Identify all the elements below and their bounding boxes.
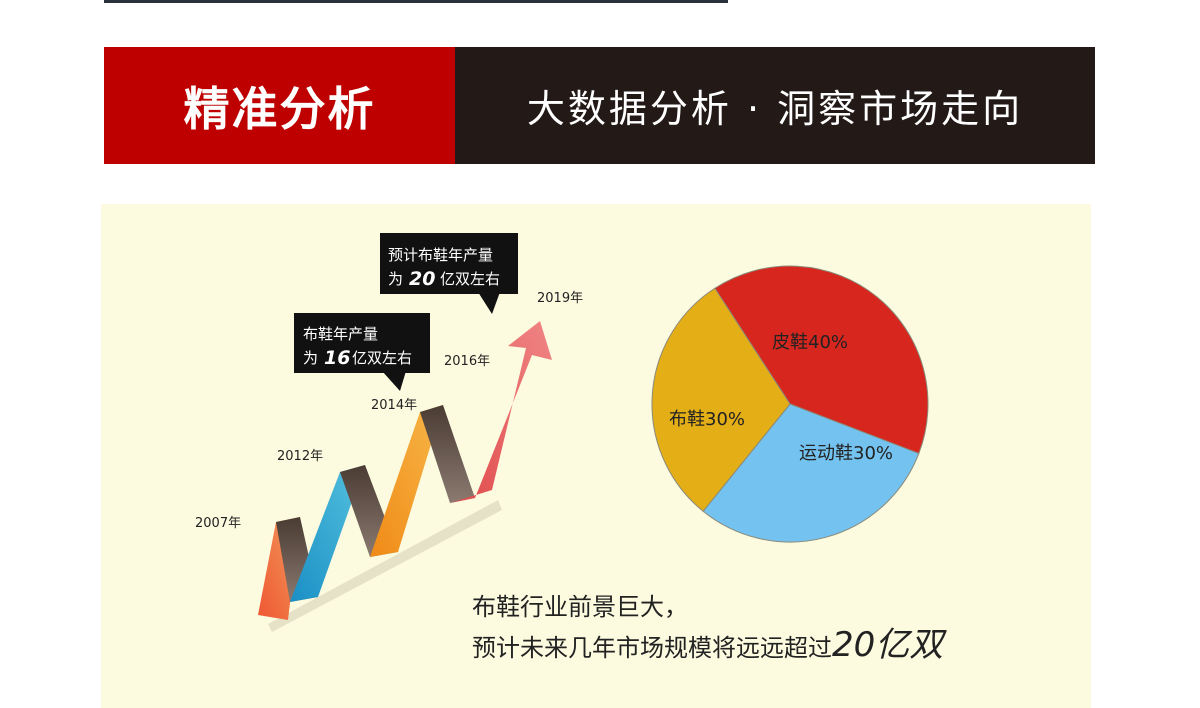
callout-2019-prefix: 为 [388, 270, 403, 288]
caption-line-2-text: 预计未来几年市场规模将远远超过 [472, 634, 832, 662]
callout-2019-pointer [478, 292, 500, 314]
pie-slice-leather-shoes [714, 265, 929, 455]
callout-2016: 布鞋年产量 为 16 亿双左右 [294, 313, 430, 391]
section-banner: 精准分析 大数据分析 · 洞察市场走向 [104, 47, 1095, 164]
caption-line-2: 预计未来几年市场规模将远远超过20亿双 [472, 626, 943, 667]
ribbon-shadow [268, 500, 502, 632]
pie-slice-sports-shoes [702, 403, 920, 543]
callout-2016-number: 16 [324, 347, 350, 369]
callout-2016-suffix: 亿双左右 [352, 349, 412, 367]
year-label-2007: 2007年 [195, 516, 241, 531]
banner-right-block: 大数据分析 · 洞察市场走向 [455, 47, 1095, 164]
pie-slice-cloth-shoes [651, 287, 791, 512]
pie-label-cloth-shoes: 布鞋30% [669, 409, 745, 430]
banner-left-block: 精准分析 [104, 47, 455, 164]
callout-2016-line1: 布鞋年产量 [303, 325, 378, 343]
ribbon-segment-blue-up [290, 465, 365, 602]
analysis-panel [101, 204, 1091, 708]
pie-label-leather-shoes: 皮鞋40% [772, 332, 848, 353]
section-subtitle: 大数据分析 · 洞察市场走向 [526, 87, 1024, 131]
summary-caption: 布鞋行业前景巨大， 预计未来几年市场规模将远远超过20亿双 [472, 588, 943, 667]
top-decorative-strip [104, 0, 728, 3]
callout-2019-box [380, 233, 518, 294]
year-label-2012: 2012年 [277, 449, 323, 464]
growth-ribbon-arrow [258, 321, 552, 632]
callout-2019-line1: 预计布鞋年产量 [388, 246, 493, 264]
market-share-pie: 皮鞋40% 运动鞋30% 布鞋30% [651, 265, 929, 543]
ribbon-segment-red-arrow [450, 321, 552, 503]
callout-2019-suffix: 亿双左右 [440, 270, 500, 288]
callout-2019: 预计布鞋年产量 为 20 亿双左右 [380, 233, 518, 314]
year-label-2016: 2016年 [444, 354, 490, 369]
caption-highlight-number: 20亿双 [832, 625, 944, 665]
callout-2016-box [294, 313, 430, 373]
callout-2016-pointer [382, 371, 406, 391]
ribbon-segment-brown-3 [420, 405, 475, 503]
callout-2016-prefix: 为 [303, 349, 318, 367]
caption-line-1: 布鞋行业前景巨大， [472, 593, 688, 621]
year-label-2019: 2019年 [537, 291, 583, 306]
callout-2019-number: 20 [409, 268, 435, 290]
section-title: 精准分析 [183, 81, 376, 136]
ribbon-segment-gold-up [370, 405, 443, 557]
year-label-2014: 2014年 [371, 398, 417, 413]
pie-label-sports-shoes: 运动鞋30% [799, 443, 893, 464]
